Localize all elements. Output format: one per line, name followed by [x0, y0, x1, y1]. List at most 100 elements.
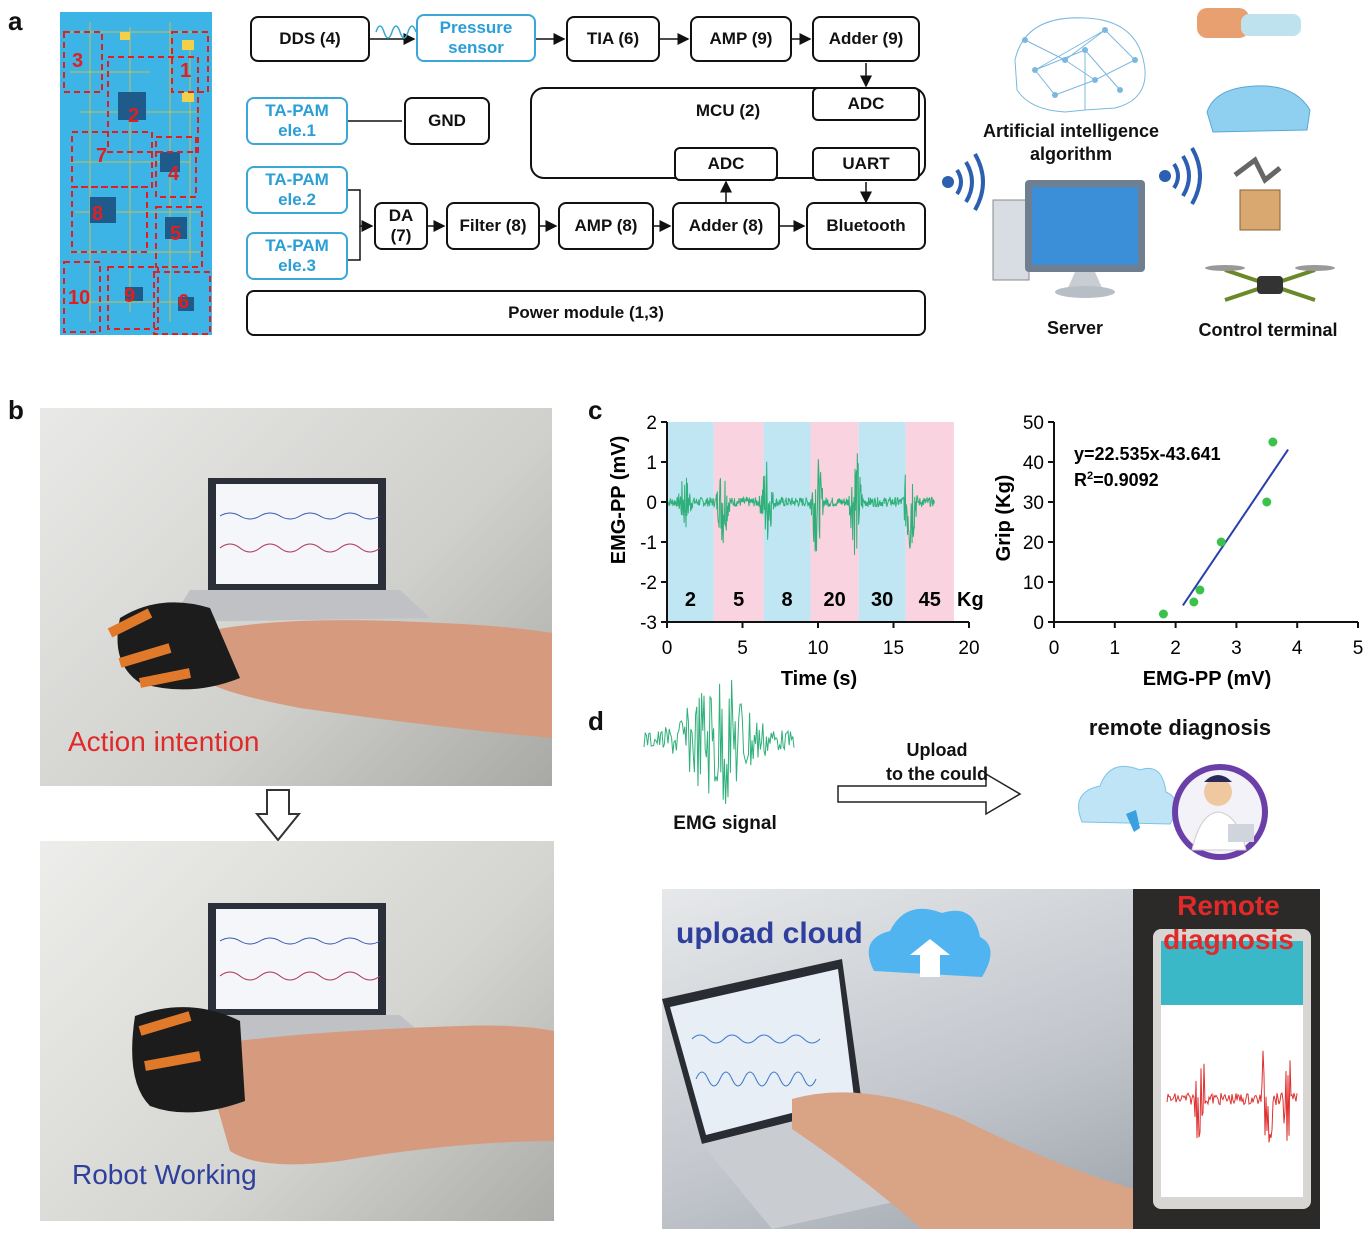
- down-arrow-icon: [255, 789, 301, 842]
- panel-b-letter: b: [8, 395, 24, 425]
- ta-pam-ele1-line2: ele.1: [278, 121, 316, 140]
- upload-line2: to the could: [886, 764, 988, 784]
- pressure-sensor-block: Pressure sensor: [416, 14, 536, 62]
- da-line1: DA: [388, 206, 414, 225]
- emg-band: [905, 422, 954, 622]
- ta-pam-ele2-block: TA-PAM ele.2: [246, 166, 348, 214]
- pressure-sensor-line1: Pressure: [439, 18, 513, 37]
- remote-diagnosis-caption: Remote diagnosis: [1141, 889, 1316, 957]
- emg-band: [858, 422, 906, 622]
- emg-band-label: 45: [919, 589, 941, 611]
- grip-y-tick-label: 20: [1023, 533, 1044, 554]
- r-squared-label: R2=0.9092: [1074, 470, 1159, 490]
- regression-equation: y=22.535x-43.641: [1074, 444, 1221, 464]
- emg-time-chart: 2 5 8 20 30 45 210-1-2-30 5 10 15 20 EMG-PP (mV) …: [608, 413, 984, 690]
- grip-y-tick-label: 40: [1023, 453, 1044, 474]
- upload-arrow-icon: [837, 772, 1022, 816]
- panel-d-letter: d: [588, 706, 604, 736]
- wireless-signal-icon-2: [1159, 170, 1171, 182]
- grip-data-point: [1195, 585, 1205, 595]
- ai-label-line1: Artificial intelligence: [982, 121, 1160, 141]
- upload-cloud-text: Upload to the could: [862, 738, 1012, 786]
- emg-band-unit: Kg: [957, 589, 984, 611]
- emg-band-label: 5: [733, 589, 744, 611]
- upload-line1: Upload: [906, 740, 968, 760]
- grip-x-tick-label: 4: [1292, 638, 1303, 659]
- system-illustration: [942, 8, 1335, 302]
- remote-diagnosis-label: remote diagnosis: [1088, 715, 1272, 740]
- pcb-label: 5: [170, 223, 181, 245]
- grip-data-point: [1262, 497, 1272, 507]
- doctor-icon: [1172, 764, 1268, 860]
- grip-y-axis-label: Grip (Kg): [993, 475, 1015, 562]
- ta-pam-ele3-line1: TA-PAM: [265, 236, 329, 255]
- pcb-label: 10: [68, 287, 90, 309]
- pcb-label: 3: [72, 50, 83, 72]
- emg-y-tick-label: -2: [640, 573, 657, 594]
- emg-band-label: 2: [685, 589, 696, 611]
- emg-y-tick-label: -1: [640, 533, 657, 554]
- emg-signal-waveform: [643, 679, 795, 804]
- ta-pam-ele1-line1: TA-PAM: [265, 101, 329, 120]
- panel-a-letter: a: [8, 6, 23, 36]
- pcb-label: 2: [128, 105, 139, 127]
- grip-x-tick-label: 1: [1110, 638, 1121, 659]
- emg-band: [667, 422, 714, 622]
- robot-hand-icon: [1233, 156, 1282, 231]
- pcb-label: 4: [168, 163, 180, 185]
- cloud-icon: [1078, 766, 1177, 832]
- uart-block: UART: [812, 147, 920, 181]
- grip-data-point: [1158, 609, 1168, 619]
- ta-pam-ele3-line2: ele.3: [278, 256, 316, 275]
- pcb-label: 9: [124, 285, 135, 307]
- pressure-sensor-line2: sensor: [448, 38, 504, 57]
- emg-y-tick-label: 0: [646, 493, 657, 514]
- grip-x-axis-label: EMG-PP (mV): [1143, 668, 1272, 690]
- ta-pam-ele2-line1: TA-PAM: [265, 170, 329, 189]
- emg-band-label: 8: [781, 589, 792, 611]
- grip-data-point: [1216, 537, 1226, 547]
- robot-working-photo: Robot Working: [40, 841, 554, 1221]
- grip-data-point: [1189, 597, 1199, 607]
- block-diagram-connectors: [348, 25, 872, 261]
- pcb-label: 6: [178, 291, 189, 313]
- emg-small-line: [643, 679, 795, 804]
- car-icon: [1206, 85, 1311, 133]
- control-terminal-label: Control terminal: [1198, 320, 1338, 340]
- emg-series-line: [666, 453, 935, 555]
- emg-y-axis-label: EMG-PP (mV): [608, 436, 630, 565]
- panel-c-letter: c: [588, 395, 603, 425]
- grip-y-tick-label: 10: [1023, 573, 1044, 594]
- gnd-block: GND: [404, 97, 490, 145]
- emg-x-tick-label: 20: [958, 638, 979, 659]
- adder8-block: Adder (8): [672, 202, 780, 250]
- emg-x-tick-label: 5: [737, 638, 748, 659]
- wireless-signal-icon: [942, 176, 954, 188]
- adc-bottom-block: ADC: [674, 147, 778, 181]
- emg-x-tick-label: 10: [807, 638, 828, 659]
- action-intention-photo: Action intention: [40, 408, 552, 786]
- grip-y-tick-label: 50: [1023, 413, 1044, 434]
- grip-x-tick-label: 2: [1170, 638, 1181, 659]
- grip-fit-line: [1182, 448, 1289, 607]
- upload-cloud-caption: upload cloud: [676, 917, 863, 950]
- brain-network-icon: [1014, 17, 1146, 113]
- emg-y-tick-label: 1: [646, 453, 657, 474]
- power-module-block: Power module (1,3): [246, 290, 926, 336]
- mcu-label: MCU (2): [695, 101, 761, 120]
- adc-top-block: ADC: [812, 87, 920, 121]
- pcb-image: 3 1 2 7 4 8 5 10 9 6: [60, 12, 212, 335]
- grip-x-tick-label: 5: [1353, 638, 1364, 659]
- pcb-label: 7: [96, 145, 107, 167]
- emg-x-tick-label: 15: [883, 638, 904, 659]
- amp9-block: AMP (9): [690, 16, 792, 62]
- ai-algorithm-label: Artificial intelligence algorithm: [966, 120, 1176, 166]
- remote-caption-line2: diagnosis: [1163, 924, 1294, 955]
- prosthetic-arm-icon: [1197, 8, 1301, 38]
- filter-block: Filter (8): [446, 202, 540, 250]
- grip-x-tick-label: 3: [1231, 638, 1242, 659]
- pcb-traces: 3 1 2 7 4 8 5 10 9 6: [63, 22, 211, 335]
- remote-caption-line1: Remote: [1177, 890, 1280, 921]
- emg-x-axis-label: Time (s): [781, 668, 857, 690]
- server-computer-icon: [992, 180, 1145, 298]
